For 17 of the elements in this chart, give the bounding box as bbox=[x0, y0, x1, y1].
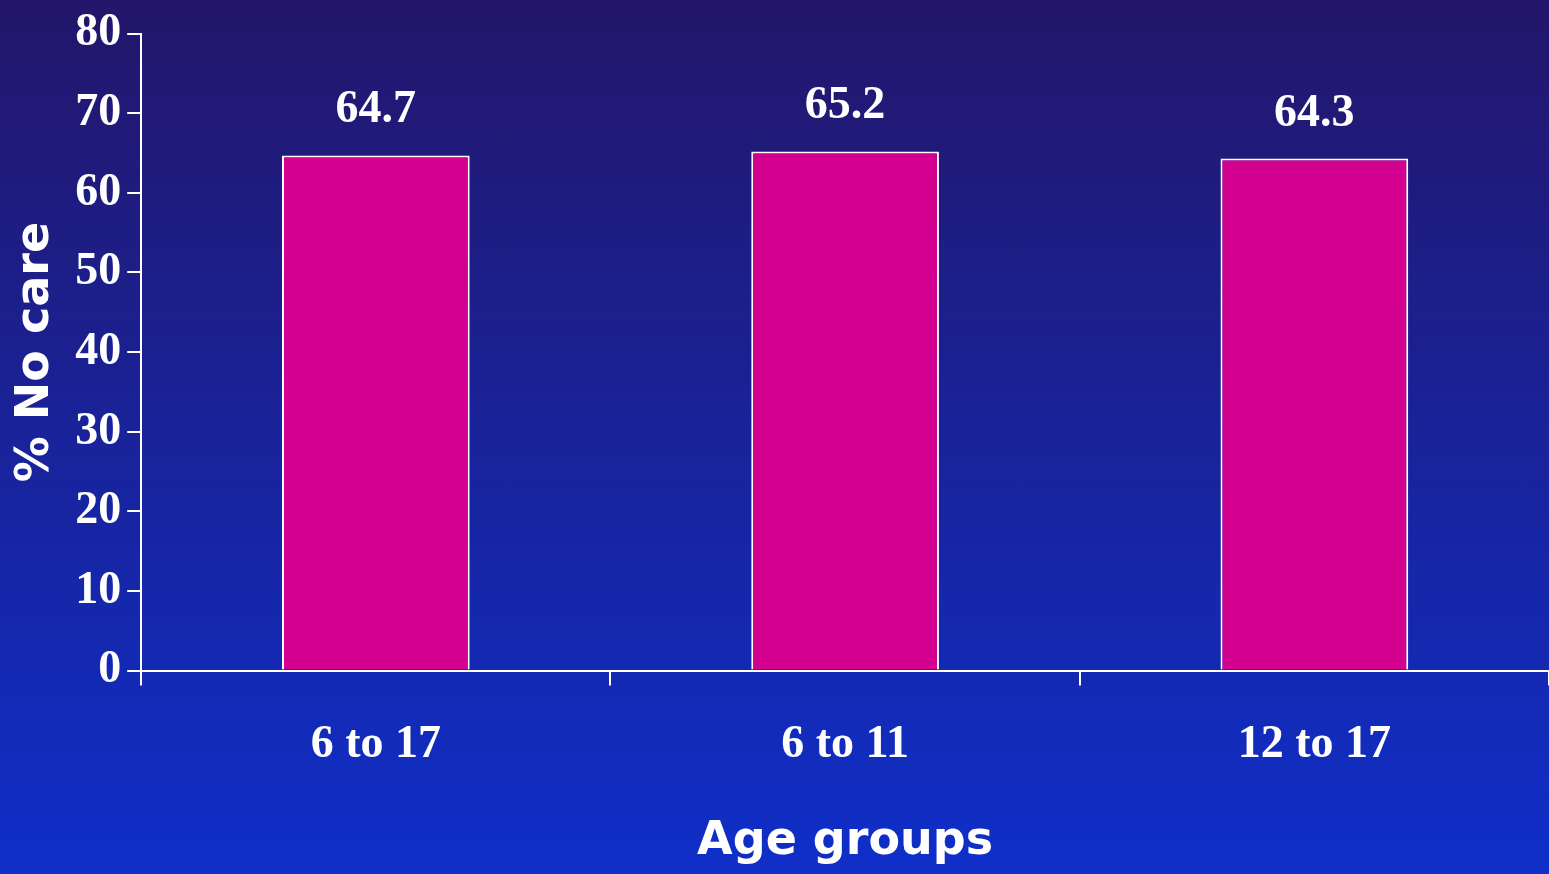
data-label: 64.3 bbox=[1274, 84, 1355, 136]
y-tick-label: 60 bbox=[75, 163, 122, 215]
y-tick-label: 80 bbox=[75, 4, 122, 56]
data-label: 64.7 bbox=[335, 81, 417, 133]
x-axis-title: Age groups bbox=[697, 811, 994, 866]
y-axis-title: % No care bbox=[4, 221, 59, 483]
y-tick-label: 10 bbox=[75, 561, 122, 613]
x-tick-label: 12 to 17 bbox=[1237, 716, 1392, 768]
y-tick-label: 20 bbox=[75, 482, 122, 534]
y-tick-label: 50 bbox=[75, 243, 122, 295]
x-tick-label: 6 to 11 bbox=[781, 716, 909, 768]
y-tick-label: 0 bbox=[98, 641, 122, 693]
y-tick-label: 70 bbox=[75, 84, 122, 136]
y-tick-label: 30 bbox=[75, 402, 122, 454]
y-tick-label: 40 bbox=[75, 322, 122, 374]
data-label: 65.2 bbox=[804, 77, 886, 129]
x-tick-label: 6 to 17 bbox=[310, 716, 441, 768]
